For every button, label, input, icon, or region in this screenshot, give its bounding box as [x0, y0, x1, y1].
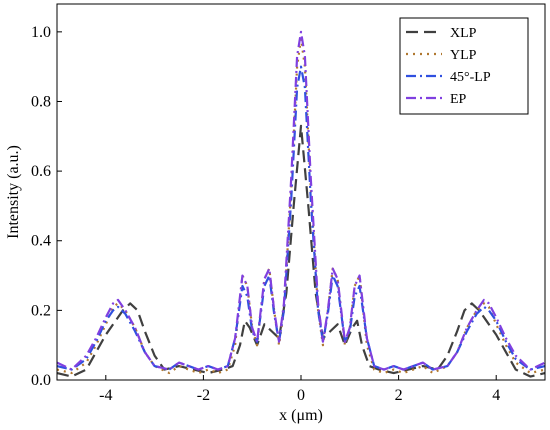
y-tick-label: 0.4 [31, 233, 51, 250]
legend-label-0: XLP [450, 26, 477, 41]
y-tick-label: 0.2 [31, 302, 51, 319]
series-line-0 [56, 124, 546, 378]
x-tick-label: 4 [492, 387, 500, 404]
x-tick-label: -2 [197, 387, 210, 404]
x-axis-label: x (μm) [279, 407, 323, 424]
legend-label-2: 45°-LP [450, 70, 491, 85]
x-tick-label: 2 [395, 387, 403, 404]
series-line-2 [56, 65, 546, 371]
legend-label-1: YLP [450, 48, 477, 63]
x-tick-label: 0 [297, 387, 305, 404]
series-line-3 [56, 30, 546, 371]
series-layer [56, 30, 546, 378]
y-axis: 0.0 0.2 0.4 0.6 0.8 1.0 [31, 24, 62, 389]
x-tick-label: -4 [99, 387, 112, 404]
legend: XLP YLP 45°-LP EP [399, 17, 529, 115]
y-axis-label: Intensity (a.u.) [5, 145, 22, 239]
y-tick-label: 0.8 [31, 93, 51, 110]
x-axis: -4 -2 0 2 4 [99, 375, 500, 404]
y-tick-label: 1.0 [31, 24, 51, 41]
legend-label-3: EP [450, 92, 467, 107]
y-tick-label: 0.6 [31, 163, 51, 180]
y-tick-label: 0.0 [31, 372, 51, 389]
